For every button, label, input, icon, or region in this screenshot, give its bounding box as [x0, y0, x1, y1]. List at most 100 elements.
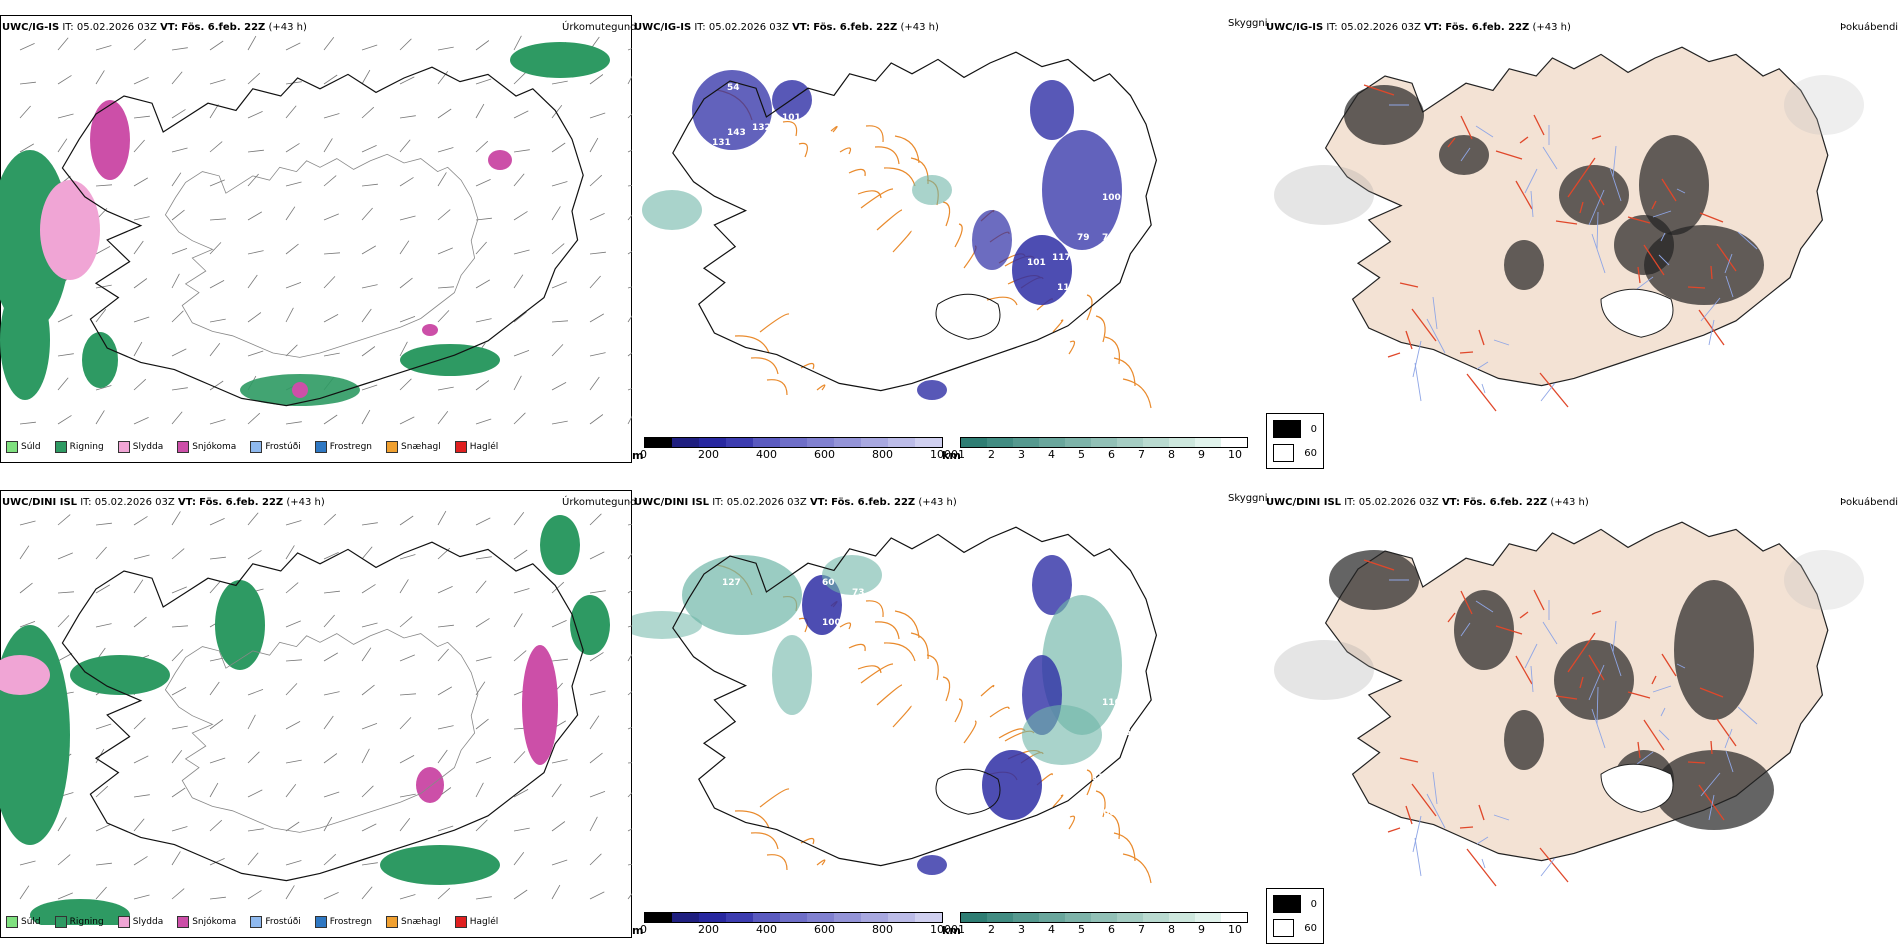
it-value: 05.02.2026 03Z — [708, 22, 789, 33]
legend-label: Haglél — [469, 442, 499, 452]
vt-value: Fös. 6.feb. 22Z — [181, 22, 266, 33]
it-label: IT: — [712, 497, 724, 508]
legend-item: Súld — [6, 916, 41, 928]
fog-legend-label: 60 — [1304, 447, 1317, 459]
visibility-svg: 54 132 143 101 131 67 117 115 84 101 79 79 100 — [642, 51, 1158, 409]
legend-swatch — [177, 916, 190, 928]
panel-title: UWC/DINI ISL IT: 05.02.2026 03Z VT: Fös.… — [1266, 497, 1589, 509]
colorbar-tick: 8 — [1168, 448, 1175, 461]
cloud-base-value: 115 — [1057, 283, 1076, 293]
legend-swatch — [6, 441, 18, 453]
legend-item: Slydda — [117, 441, 164, 453]
colorbar-tick: 6 — [1108, 448, 1115, 461]
colorbar-tick: 1 — [958, 448, 965, 461]
fog-legend-swatch — [1273, 895, 1301, 913]
fog-legend-row: 60 — [1273, 919, 1317, 937]
it-value: 05.02.2026 03Z — [726, 497, 807, 508]
colorbar-tick: 5 — [1078, 448, 1085, 461]
vt-label: VT: — [177, 497, 196, 508]
cloud-base-value: 79 — [1102, 233, 1115, 243]
cloud-base-value: 84 — [1077, 283, 1090, 293]
fog-legend-label: 60 — [1304, 922, 1317, 934]
vt-value: Fös. 6.feb. 22Z — [813, 22, 898, 33]
legend-label: Snæhagl — [401, 917, 441, 927]
legend-swatch — [117, 916, 130, 928]
legend-item: Snjókoma — [177, 916, 236, 928]
legend-swatch — [54, 441, 67, 453]
lead-time: (+43 h) — [918, 497, 957, 508]
it-value: 05.02.2026 03Z — [1340, 22, 1421, 33]
panel-title: UWC/DINI ISL IT: 05.02.2026 03Z VT: Fös.… — [2, 497, 325, 509]
panel-label-precip-type: Úrkomutegund — [562, 22, 637, 33]
cloud-base-value: 131 — [712, 138, 731, 148]
legend-swatch — [117, 441, 130, 453]
lead-time: (+43 h) — [900, 22, 939, 33]
vt-label: VT: — [1441, 497, 1460, 508]
vt-value: Fös. 6.feb. 22Z — [1445, 22, 1530, 33]
colorbar-tick: 400 — [756, 923, 777, 936]
colorbar-tick: 400 — [756, 448, 777, 461]
it-value: 05.02.2026 03Z — [94, 497, 175, 508]
precip-type-svg — [0, 510, 632, 925]
colorbar-tick: 9 — [1198, 923, 1205, 936]
legend-label: Frostúði — [265, 917, 301, 927]
legend-item: Snæhagl — [386, 441, 441, 453]
colorbar-tick: 600 — [814, 448, 835, 461]
legend-swatch — [454, 441, 467, 453]
legend-swatch — [250, 441, 263, 453]
it-label: IT: — [1344, 497, 1356, 508]
precip-type-legend: Súld Rigning Slydda Snjókoma Frostúði Frostre… — [6, 916, 506, 928]
colorbar-tick: 800 — [872, 448, 893, 461]
model-name: UWC/IG-IS — [2, 22, 60, 33]
colorbar-tick: 200 — [698, 448, 719, 461]
legend-label: Snæhagl — [401, 442, 441, 452]
colorbar-tick: 2 — [988, 448, 995, 461]
legend-swatch — [177, 441, 190, 453]
model-name: UWC/DINI ISL — [1266, 497, 1342, 508]
cloud-base-value: 100 — [822, 618, 841, 628]
colorbar-tick: 9 — [1198, 448, 1205, 461]
it-value: 05.02.2026 03Z — [1358, 497, 1439, 508]
vt-value: Fös. 6.feb. 22Z — [199, 497, 284, 508]
fog-legend-swatch — [1273, 919, 1295, 937]
vt-label: VT: — [809, 497, 828, 508]
cloud-base-value: 127 — [722, 578, 741, 588]
cloud-base-value: 60 — [1102, 578, 1115, 588]
panel-label-fog-index: Þokuábendi — [1840, 22, 1899, 33]
colorbar-tick: 3 — [1018, 923, 1025, 936]
legend-item: Snjókoma — [177, 441, 236, 453]
cloud-base-value: 77 — [827, 638, 840, 648]
vt-label: VT: — [792, 22, 811, 33]
legend-label: Slydda — [132, 442, 164, 452]
legend-item: Rigning — [54, 441, 104, 453]
vt-value: Fös. 6.feb. 22Z — [831, 497, 916, 508]
cloud-base-value: 73 — [852, 588, 865, 598]
fog-index-legend: 0 60 — [1266, 888, 1324, 944]
it-value: 05.02.2026 03Z — [76, 22, 157, 33]
colorbar-tick: 1 — [958, 923, 965, 936]
legend-swatch — [314, 441, 327, 453]
it-label: IT: — [62, 22, 74, 33]
legend-label: Slydda — [132, 917, 164, 927]
vt-value: Fös. 6.feb. 22Z — [1463, 497, 1548, 508]
colorbar-tick: 600 — [814, 923, 835, 936]
it-label: IT: — [1326, 22, 1338, 33]
legend-item: Slydda — [117, 916, 164, 928]
fog-index-svg — [1274, 521, 1864, 887]
colorbar-tick: 0 — [640, 448, 647, 461]
fog-index-legend: 0 60 — [1266, 413, 1324, 469]
cloud-base-value: 101 — [782, 113, 801, 123]
legend-swatch — [6, 916, 18, 928]
cloud-base-value: 54 — [727, 83, 740, 93]
lead-time: (+43 h) — [1550, 497, 1589, 508]
it-label: IT: — [694, 22, 706, 33]
legend-item: Súld — [6, 441, 41, 453]
panel-label-fog-index: Þokuábendi — [1840, 497, 1899, 508]
precip-type-legend: Súld Rigning Slydda Snjókoma Frostúði Frostre… — [6, 441, 506, 453]
legend-label: Súld — [21, 442, 41, 452]
it-label: IT: — [80, 497, 92, 508]
colorbar-tick: 200 — [698, 923, 719, 936]
legend-label: Snjókoma — [192, 917, 237, 927]
cloud-base-value: 100 — [1102, 193, 1121, 203]
colorbar-tick: 7 — [1138, 923, 1145, 936]
